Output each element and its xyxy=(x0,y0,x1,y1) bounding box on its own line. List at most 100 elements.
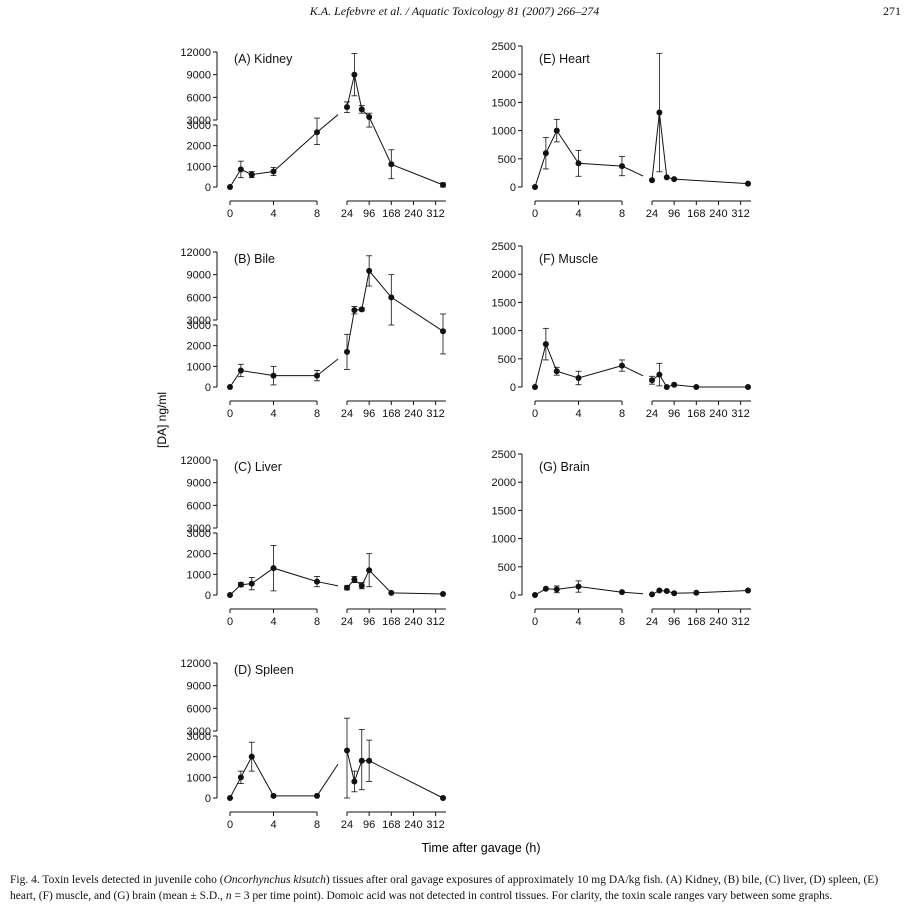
y-tick-label: 6000 xyxy=(187,92,211,104)
data-point xyxy=(671,381,678,388)
x-tick-label: 96 xyxy=(363,819,375,831)
data-point xyxy=(248,171,255,178)
x-tick-label: 0 xyxy=(227,408,233,420)
data-point xyxy=(440,328,446,335)
data-point xyxy=(270,565,277,572)
data-point xyxy=(314,129,320,136)
data-point xyxy=(237,166,244,173)
x-tick-label: 4 xyxy=(270,208,276,220)
data-point xyxy=(351,307,358,314)
running-title: K.A. Lefebvre et al. / Aquatic Toxicolog… xyxy=(309,4,600,18)
data-point xyxy=(270,372,277,379)
x-tick-label: 96 xyxy=(668,408,680,420)
y-tick-label: 500 xyxy=(498,354,516,366)
x-tick-label: 168 xyxy=(382,408,400,420)
data-point xyxy=(532,184,538,190)
x-tick-label: 312 xyxy=(426,408,444,420)
caption-body: ) tissues after oral gavage exposures of… xyxy=(10,874,879,902)
data-point xyxy=(227,184,233,190)
y-tick-label: 9000 xyxy=(187,70,211,82)
x-tick-label: 240 xyxy=(709,208,727,220)
panel-title: (G) Brain xyxy=(539,460,590,474)
data-point xyxy=(314,578,320,585)
y-tick-label: 3000 xyxy=(187,726,211,738)
x-tick-label: 8 xyxy=(619,208,625,220)
data-point xyxy=(671,590,678,597)
x-tick-label: 0 xyxy=(532,208,538,220)
data-point xyxy=(745,180,751,187)
x-tick-label: 168 xyxy=(382,616,400,628)
panel-title: (F) Muscle xyxy=(539,252,598,266)
caption-lead: Fig. 4. Toxin levels detected in juvenil… xyxy=(10,874,224,886)
caption-species: Oncorhynchus kisutch xyxy=(223,874,326,886)
y-tick-label: 0 xyxy=(510,590,516,602)
x-tick-label: 8 xyxy=(619,408,625,420)
data-point xyxy=(656,587,663,594)
data-point xyxy=(542,341,549,348)
series-line-break xyxy=(316,581,339,587)
data-point xyxy=(248,580,255,587)
y-tick-label: 3000 xyxy=(187,320,211,332)
y-tick-label: 500 xyxy=(498,154,516,166)
data-point xyxy=(237,774,244,781)
data-point xyxy=(358,757,365,764)
y-tick-label: 1500 xyxy=(492,97,516,109)
data-point xyxy=(344,584,350,591)
data-point xyxy=(553,586,560,593)
data-point xyxy=(745,384,751,390)
y-tick-label: 0 xyxy=(205,793,211,805)
y-tick-label: 3000 xyxy=(187,120,211,132)
y-tick-label: 2000 xyxy=(187,549,211,561)
y-tick-label: 3000 xyxy=(187,315,211,327)
y-tick-label: 3000 xyxy=(187,115,211,127)
data-point xyxy=(358,582,365,589)
y-tick-label: 9000 xyxy=(187,478,211,490)
data-point xyxy=(745,587,751,594)
y-tick-label: 2500 xyxy=(492,449,516,461)
y-tick-label: 2000 xyxy=(492,477,516,489)
x-tick-label: 4 xyxy=(575,208,581,220)
data-point xyxy=(542,150,549,157)
series-line-early xyxy=(229,131,318,188)
x-tick-label: 240 xyxy=(709,616,727,628)
x-tick-label: 24 xyxy=(646,616,658,628)
x-tick-label: 168 xyxy=(687,408,705,420)
x-tick-label: 96 xyxy=(363,616,375,628)
x-tick-label: 24 xyxy=(646,208,658,220)
x-tick-label: 24 xyxy=(646,408,658,420)
x-axis-label: Time after gavage (h) xyxy=(421,841,540,855)
y-tick-label: 1000 xyxy=(492,126,516,138)
figure-caption: Fig. 4. Toxin levels detected in juvenil… xyxy=(10,872,900,904)
x-tick-label: 24 xyxy=(341,819,353,831)
data-point xyxy=(532,384,538,390)
data-point xyxy=(227,795,233,801)
series-line-break xyxy=(316,358,339,377)
x-tick-label: 0 xyxy=(227,208,233,220)
y-tick-label: 1500 xyxy=(492,297,516,309)
data-point xyxy=(237,581,244,588)
y-tick-label: 0 xyxy=(205,590,211,602)
y-tick-label: 2500 xyxy=(492,241,516,253)
series-line-early xyxy=(229,369,317,388)
x-tick-label: 240 xyxy=(404,208,422,220)
data-point xyxy=(532,592,538,598)
x-tick-label: 312 xyxy=(426,819,444,831)
y-tick-label: 1000 xyxy=(492,534,516,546)
x-tick-label: 0 xyxy=(532,616,538,628)
panel-title: (E) Heart xyxy=(539,52,590,66)
data-point xyxy=(388,589,395,596)
x-tick-label: 168 xyxy=(382,208,400,220)
data-point xyxy=(344,348,350,355)
x-tick-label: 240 xyxy=(404,819,422,831)
data-point xyxy=(663,384,670,390)
x-tick-label: 312 xyxy=(731,408,749,420)
y-tick-label: 0 xyxy=(510,382,516,394)
y-tick-label: 6000 xyxy=(187,703,211,715)
data-point xyxy=(663,174,670,181)
y-tick-label: 1000 xyxy=(187,772,211,784)
x-tick-label: 0 xyxy=(227,616,233,628)
x-tick-label: 168 xyxy=(687,208,705,220)
panel-title: (B) Bile xyxy=(234,252,275,266)
